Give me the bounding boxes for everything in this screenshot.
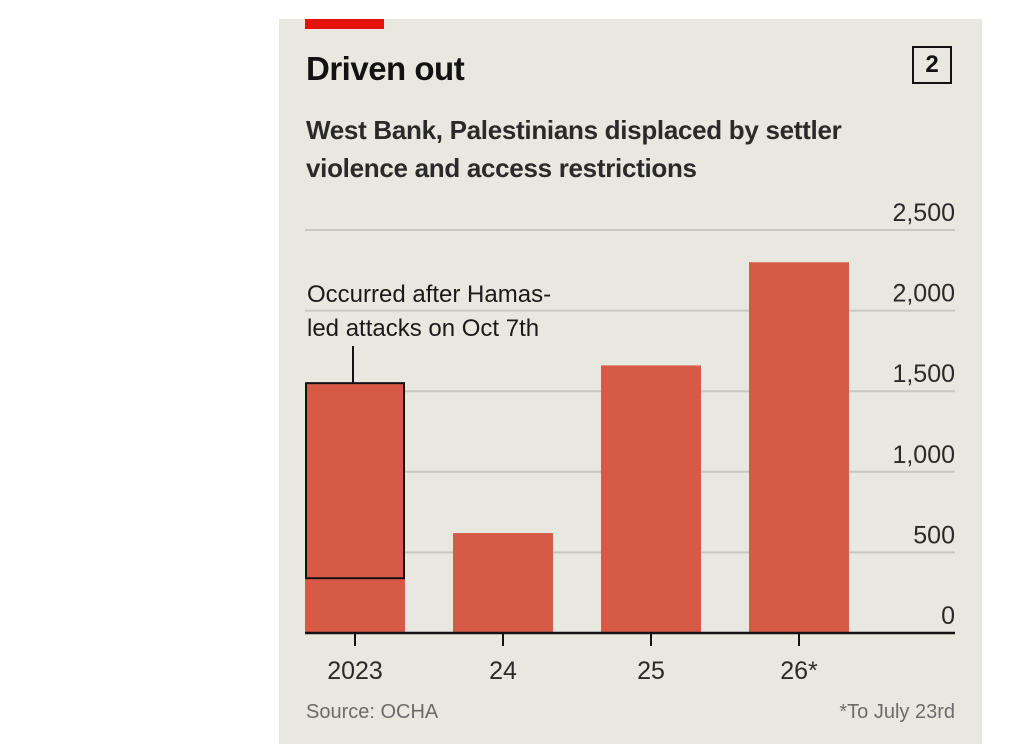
y-tick-label: 2,500 — [892, 199, 955, 227]
chart-subtitle: West Bank, Palestinians displaced by set… — [306, 115, 842, 183]
bars — [305, 262, 849, 633]
bar-24 — [453, 533, 553, 633]
y-tick-label: 1,500 — [892, 360, 955, 388]
y-tick-label: 0 — [941, 602, 955, 630]
y-tick-label: 1,000 — [892, 441, 955, 469]
annotation: Occurred after Hamas-led attacks on Oct … — [305, 281, 551, 580]
x-tick-labels: 2023 24 25 26* — [327, 633, 818, 685]
x-tick-label: 2023 — [327, 657, 383, 685]
annotation-text: Occurred after Hamas- — [307, 281, 551, 308]
x-tick-label: 24 — [489, 657, 517, 685]
annotation-text: led attacks on Oct 7th — [307, 315, 539, 342]
accent-tag — [305, 19, 384, 29]
footnote: *To July 23rd — [839, 701, 955, 723]
x-tick-label: 25 — [637, 657, 665, 685]
y-tick-labels: 0 500 1,000 1,500 2,000 2,500 — [892, 199, 955, 630]
highlight-box — [305, 382, 405, 580]
bar-2023 — [305, 383, 405, 633]
chart-title: Driven out — [306, 50, 465, 87]
y-tick-label: 500 — [913, 521, 955, 549]
chart-number-badge: 2 — [912, 46, 952, 84]
y-tick-label: 2,000 — [892, 280, 955, 308]
bar-26 — [749, 262, 849, 633]
source-note: Source: OCHA — [306, 701, 439, 723]
bar-25 — [601, 365, 701, 633]
x-tick-label: 26* — [780, 657, 818, 685]
